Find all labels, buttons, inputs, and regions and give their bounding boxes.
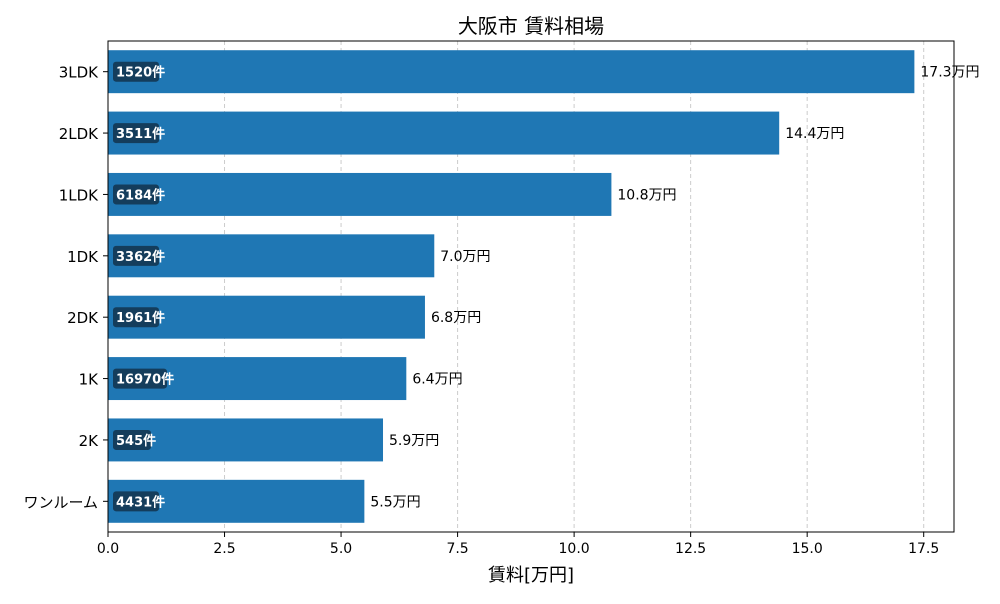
- bar-value-label: 6.8万円: [431, 310, 481, 326]
- bars: [108, 50, 915, 523]
- count-badge: [113, 245, 159, 266]
- bar-value-label: 7.0万円: [440, 249, 490, 265]
- x-tick-label: 0.0: [97, 541, 119, 557]
- bar-value-label: 14.4万円: [785, 126, 844, 142]
- bar-value-label: 6.4万円: [412, 372, 462, 388]
- x-axis: 0.0 2.5 5.0 7.5 10.0 12.5 15.0 17.5: [97, 532, 939, 557]
- bar: [108, 111, 780, 155]
- count-badge: [113, 61, 159, 82]
- bar-value-label: 5.9万円: [389, 433, 439, 449]
- bar-labels: 17.3万円 1520件 14.4万円 3511件 10.8万円 6184件 7.0万円 33…: [113, 61, 980, 512]
- x-tick-label: 12.5: [675, 541, 706, 557]
- bar-value-label: 10.8万円: [617, 187, 676, 203]
- count-badge: [113, 307, 159, 328]
- count-badge-label: 1961件: [116, 310, 165, 326]
- count-badge: [113, 368, 167, 389]
- count-badge-label: 16970件: [116, 372, 174, 388]
- y-tick-label: ワンルーム: [23, 493, 98, 511]
- y-tick-label: 1DK: [67, 248, 99, 266]
- bar: [108, 234, 435, 278]
- bar: [108, 50, 915, 94]
- y-tick-label: 2LDK: [59, 125, 99, 143]
- y-tick-label: 1LDK: [59, 186, 99, 204]
- bar: [108, 295, 425, 339]
- bar-value-label: 5.5万円: [370, 494, 420, 510]
- count-badge-label: 3362件: [116, 249, 165, 265]
- count-badge-label: 4431件: [116, 494, 165, 510]
- plot-frame: [107, 40, 955, 533]
- x-tick-label: 17.5: [908, 541, 939, 557]
- count-badge-label: 3511件: [116, 126, 165, 142]
- count-badge: [113, 429, 151, 450]
- y-tick-label: 1K: [79, 371, 100, 389]
- x-tick-label: 7.5: [446, 541, 468, 557]
- chart-title: 大阪市 賃料相場: [458, 14, 604, 38]
- x-tick-label: 2.5: [213, 541, 235, 557]
- count-badge-label: 1520件: [116, 65, 165, 81]
- bar-value-label: 17.3万円: [920, 65, 979, 81]
- y-tick-label: 2DK: [67, 309, 99, 327]
- y-axis: 3LDK 2LDK 1LDK 1DK 2DK 1K 2K ワンルーム: [23, 64, 108, 511]
- count-badge-label: 545件: [116, 433, 156, 449]
- count-badge: [113, 491, 159, 512]
- count-badge: [113, 184, 159, 205]
- count-badge-label: 6184件: [116, 187, 165, 203]
- x-axis-label: 賃料[万円]: [488, 565, 574, 586]
- x-tick-label: 5.0: [330, 541, 352, 557]
- count-badge: [113, 123, 159, 144]
- x-tick-label: 10.0: [559, 541, 590, 557]
- bar: [108, 172, 612, 216]
- y-tick-label: 2K: [79, 432, 100, 450]
- bar: [108, 418, 384, 462]
- x-tick-label: 15.0: [792, 541, 823, 557]
- y-tick-label: 3LDK: [59, 64, 99, 82]
